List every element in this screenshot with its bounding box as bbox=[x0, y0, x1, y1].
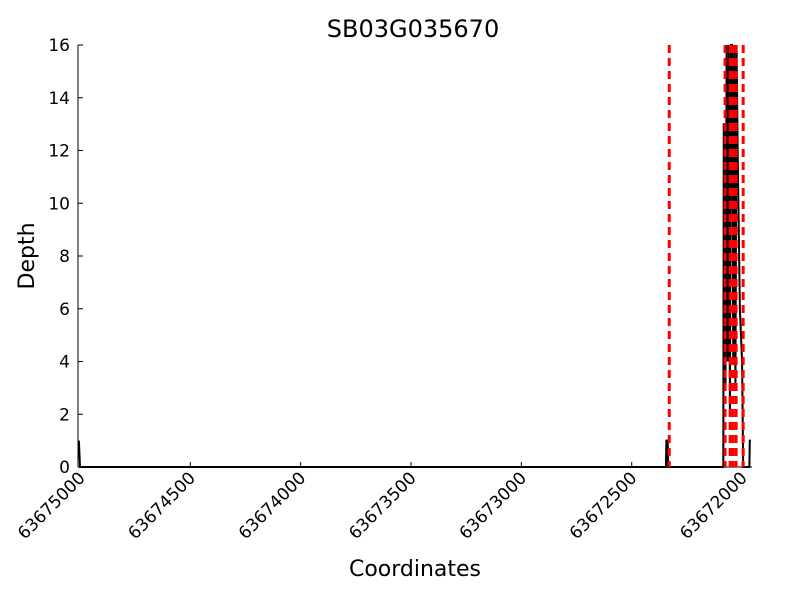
x-tick-label: 63672500 bbox=[566, 468, 641, 543]
y-tick-label: 0 bbox=[59, 458, 70, 478]
y-tick-label: 12 bbox=[48, 142, 70, 162]
y-tick-label: 4 bbox=[59, 353, 70, 373]
y-tick-label: 14 bbox=[48, 89, 70, 109]
y-tick-label: 16 bbox=[48, 36, 70, 56]
y-tick-label: 8 bbox=[59, 247, 70, 267]
x-tick-label: 63673500 bbox=[345, 468, 420, 543]
y-tick-label: 2 bbox=[59, 405, 70, 425]
y-tick-label: 6 bbox=[59, 300, 70, 320]
x-tick-label: 63674500 bbox=[125, 468, 200, 543]
chart-title: SB03G035670 bbox=[327, 15, 499, 43]
x-tick-label: 63674000 bbox=[235, 468, 310, 543]
y-tick-label: 10 bbox=[48, 194, 70, 214]
x-tick-label: 63673000 bbox=[456, 468, 531, 543]
x-tick-label: 63675000 bbox=[14, 468, 89, 543]
x-tick-label: 63672000 bbox=[676, 468, 751, 543]
depth-line bbox=[77, 44, 751, 468]
y-axis-label: Depth bbox=[15, 222, 40, 289]
x-axis-label: Coordinates bbox=[349, 557, 481, 582]
